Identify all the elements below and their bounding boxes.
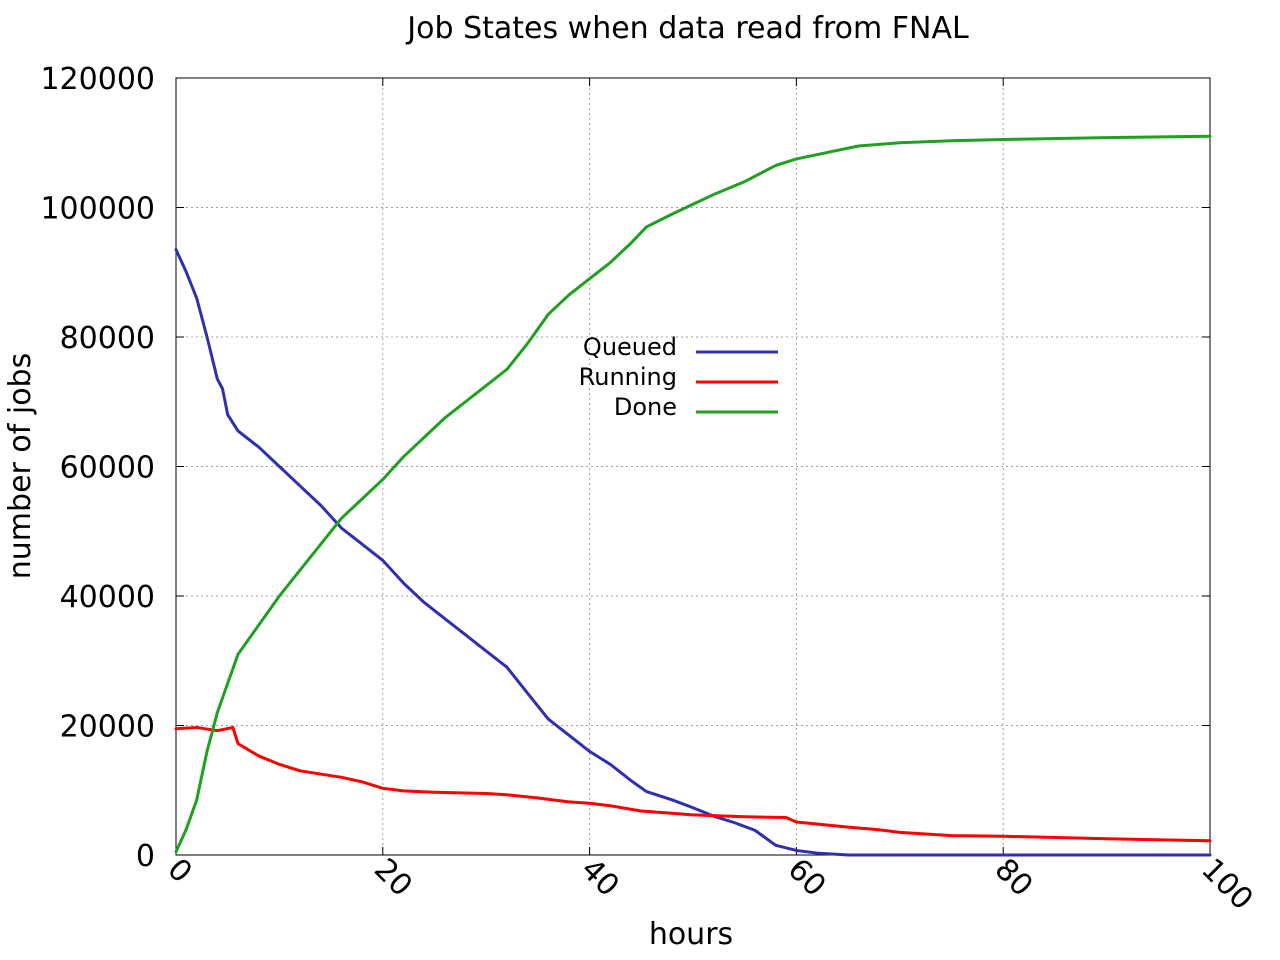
x-tick-label: 0 <box>160 852 198 890</box>
x-tick-label: 20 <box>367 852 419 904</box>
x-tick-label: 80 <box>988 852 1040 904</box>
y-tick-label: 20000 <box>60 710 155 745</box>
y-axis-label: number of jobs <box>3 353 38 579</box>
x-tick-label: 40 <box>574 852 626 904</box>
grid <box>176 78 1210 855</box>
legend-label-done: Done <box>614 393 677 421</box>
legend-label-queued: Queued <box>583 333 677 361</box>
x-tick-label: 100 <box>1194 852 1259 917</box>
legend-label-running: Running <box>579 363 677 391</box>
series-line-running <box>174 725 1212 843</box>
x-tick-label: 60 <box>781 852 833 904</box>
y-tick-label: 120000 <box>40 62 155 97</box>
y-tick-label: 0 <box>136 839 155 874</box>
y-tick-label: 80000 <box>60 321 155 356</box>
x-axis-label: hours <box>649 917 733 952</box>
chart-title: Job States when data read from FNAL <box>405 11 969 46</box>
axis-ticks: 0 20000 40000 60000 80000 100000 120000 0 20 40 60… <box>40 62 1259 917</box>
series-lines <box>174 134 1212 857</box>
y-tick-label: 40000 <box>60 580 155 615</box>
series-line-done <box>174 134 1212 854</box>
y-tick-label: 60000 <box>60 451 155 486</box>
series-line-queued <box>174 248 1212 857</box>
y-tick-label: 100000 <box>40 192 155 227</box>
